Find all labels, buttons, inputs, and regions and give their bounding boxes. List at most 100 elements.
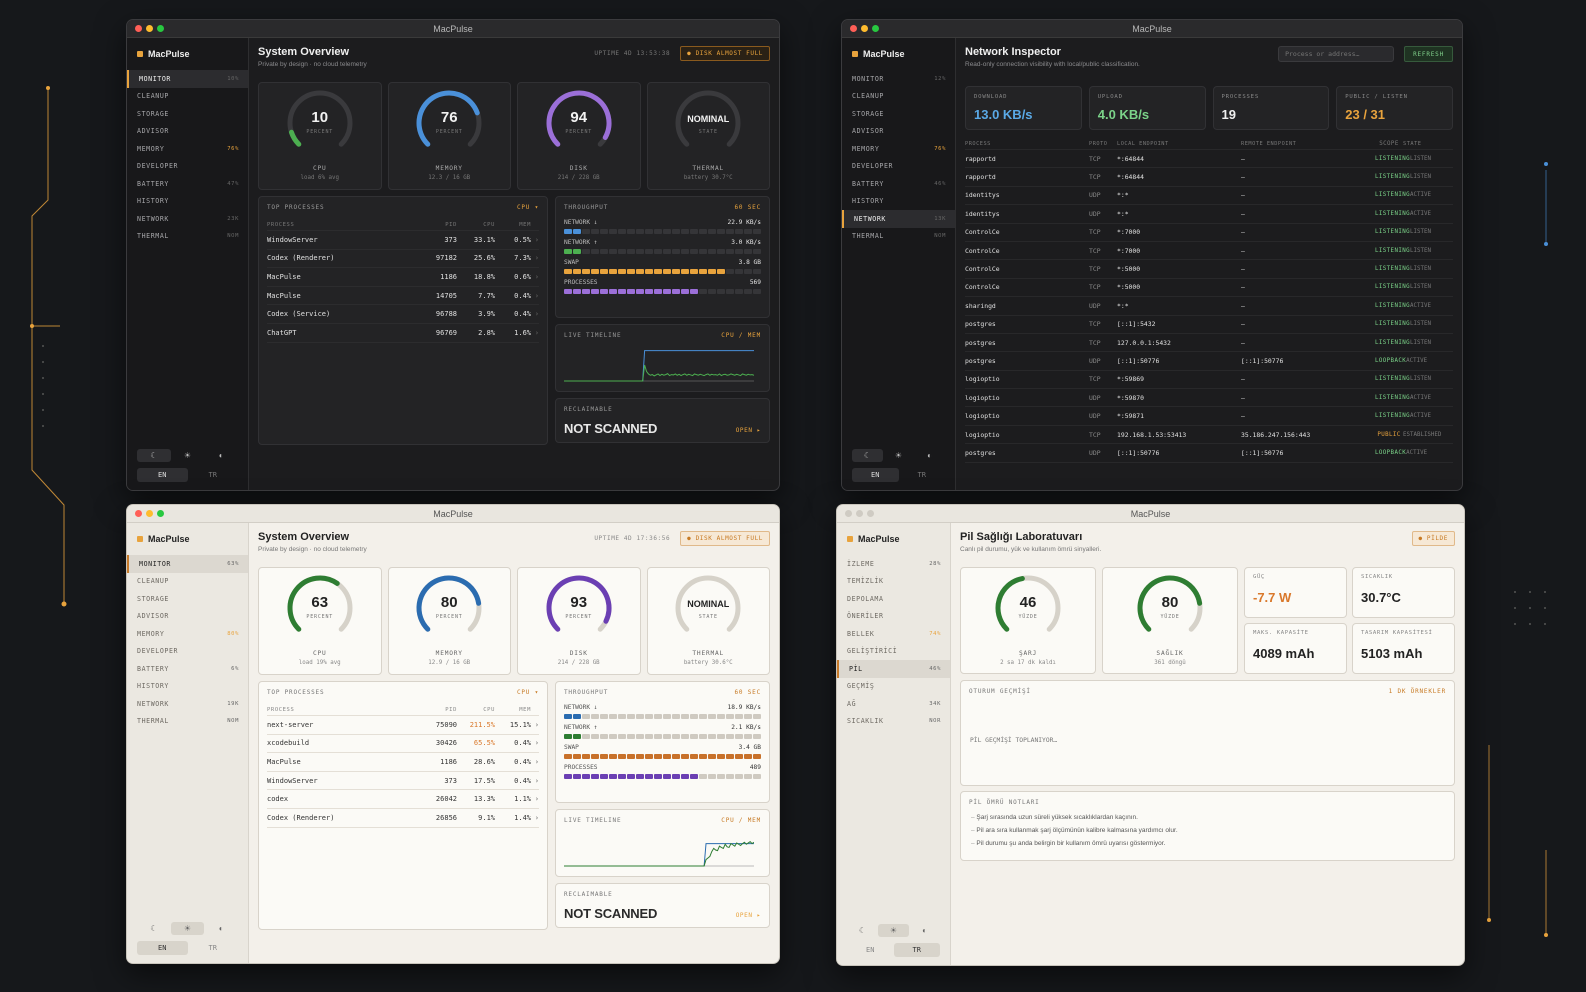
sidebar-item-0[interactable]: İZLEME 28% (837, 555, 950, 573)
table-row[interactable]: logioptio TCP *:59869 — LISTENING LISTEN (965, 371, 1453, 390)
contrast-icon[interactable]: ◐ (927, 451, 932, 460)
lang-tr-button[interactable]: TR (917, 471, 926, 479)
table-row[interactable]: postgres UDP [::1]:50776 [::1]:50776 LOO… (965, 444, 1453, 463)
table-row[interactable]: postgres UDP [::1]:50776 [::1]:50776 LOO… (965, 352, 1453, 371)
contrast-icon[interactable]: ◐ (218, 451, 224, 460)
sidebar-item-6[interactable]: BATTERY 46% (842, 175, 955, 193)
sidebar-item-2[interactable]: DEPOLAMA (837, 590, 950, 608)
reclaimable-card[interactable]: RECLAIMABLE NOT SCANNED OPEN ▸ (555, 883, 770, 928)
table-row[interactable]: MacPulse 14705 7.7% 0.4% › (267, 287, 539, 306)
sidebar-item-1[interactable]: TEMİZLİK (837, 573, 950, 591)
lang-en-button[interactable]: EN (137, 941, 188, 955)
search-input[interactable] (1278, 46, 1395, 62)
sidebar-item-0[interactable]: MONITOR 63% (127, 555, 248, 573)
table-row[interactable]: ControlCe TCP *:7000 — LISTENING LISTEN (965, 242, 1453, 261)
sidebar-item-7[interactable]: HISTORY (842, 193, 955, 211)
sidebar-item-1[interactable]: CLEANUP (127, 573, 248, 591)
sidebar-item-8[interactable]: NETWORK 19K (127, 695, 248, 713)
table-row[interactable]: MacPulse 1186 18.8% 0.6% › (267, 268, 539, 287)
sidebar-item-1[interactable]: CLEANUP (127, 88, 248, 106)
sidebar-item-9[interactable]: SICAKLIK NOR (837, 713, 950, 731)
sidebar-item-3[interactable]: ADVISOR (127, 123, 248, 141)
table-row[interactable]: logioptio TCP 192.168.1.53:53413 35.186.… (965, 426, 1453, 445)
sidebar-item-9[interactable]: THERMAL NOM (127, 713, 248, 731)
table-row[interactable]: sharingd UDP *:* — LISTENING ACTIVE (965, 297, 1453, 316)
table-row[interactable]: WindowServer 373 17.5% 0.4% › (267, 772, 539, 791)
lang-tr-button[interactable]: TR (208, 944, 217, 952)
minimize-icon[interactable] (146, 25, 153, 32)
lang-tr-button[interactable]: TR (208, 471, 217, 479)
zoom-icon[interactable] (157, 510, 164, 517)
sort-dropdown[interactable]: CPU ▾ (516, 204, 539, 211)
disk-alert-badge[interactable]: ● DISK ALMOST FULL (680, 531, 770, 546)
open-button[interactable]: OPEN ▸ (735, 427, 761, 434)
table-row[interactable]: rapportd TCP *:64844 — LISTENING LISTEN (965, 150, 1453, 169)
table-row[interactable]: ControlCe TCP *:5000 — LISTENING LISTEN (965, 260, 1453, 279)
sidebar-item-2[interactable]: STORAGE (127, 105, 248, 123)
refresh-button[interactable]: REFRESH (1404, 46, 1453, 62)
sidebar-item-2[interactable]: STORAGE (842, 105, 955, 123)
lang-tr-button[interactable]: TR (893, 943, 940, 957)
lang-en-button[interactable]: EN (866, 946, 875, 954)
sidebar-item-4[interactable]: BELLEK 74% (837, 625, 950, 643)
table-row[interactable]: rapportd TCP *:64844 — LISTENING LISTEN (965, 168, 1453, 187)
table-row[interactable]: Codex (Service) 96788 3.9% 0.4% › (267, 305, 539, 324)
sidebar-item-4[interactable]: MEMORY 76% (127, 140, 248, 158)
sidebar-item-3[interactable]: ÖNERİLER (837, 608, 950, 626)
sort-dropdown[interactable]: CPU ▾ (516, 689, 539, 696)
sidebar-item-5[interactable]: DEVELOPER (127, 158, 248, 176)
sidebar-item-1[interactable]: CLEANUP (842, 88, 955, 106)
thermal-gauge-card[interactable]: NOMINAL STATE THERMAL battery 30.6°C (646, 567, 770, 675)
sidebar-item-8[interactable]: AĞ 34K (837, 695, 950, 713)
cpu-gauge-card[interactable]: 10 PERCENT CPU load 6% avg (258, 82, 382, 190)
thermal-gauge-card[interactable]: NOMINAL STATE THERMAL battery 30.7°C (646, 82, 770, 190)
sidebar-item-6[interactable]: BATTERY 6% (127, 660, 248, 678)
table-row[interactable]: ChatGPT 96769 2.8% 1.6% › (267, 324, 539, 343)
sidebar-item-4[interactable]: MEMORY 76% (842, 140, 955, 158)
close-icon[interactable] (135, 25, 142, 32)
sidebar-item-7[interactable]: GEÇMİŞ (837, 678, 950, 696)
sun-icon[interactable]: ☀ (170, 922, 205, 935)
zoom-icon[interactable] (867, 510, 874, 517)
sidebar-item-9[interactable]: THERMAL NOM (127, 228, 248, 246)
table-row[interactable]: postgres TCP [::1]:5432 — LISTENING LIST… (965, 316, 1453, 334)
moon-icon[interactable]: ☾ (858, 926, 867, 935)
minimize-icon[interactable] (861, 25, 868, 32)
lang-en-button[interactable]: EN (852, 468, 899, 482)
sidebar-item-7[interactable]: HISTORY (127, 193, 248, 211)
sun-icon[interactable]: ☀ (894, 451, 903, 460)
reclaimable-card[interactable]: RECLAIMABLE NOT SCANNED OPEN ▸ (555, 398, 770, 443)
contrast-icon[interactable]: ◐ (922, 926, 927, 935)
moon-icon[interactable]: ☾ (137, 449, 171, 462)
table-row[interactable]: logioptio UDP *:59870 — LISTENING ACTIVE (965, 389, 1453, 408)
sidebar-item-7[interactable]: HISTORY (127, 678, 248, 696)
sidebar-item-5[interactable]: GELİŞTİRİCİ (837, 643, 950, 661)
memory-gauge-card[interactable]: 76 PERCENT MEMORY 12.3 / 16 GB (387, 82, 511, 190)
sidebar-item-0[interactable]: MONITOR 10% (127, 70, 248, 88)
sidebar-item-6[interactable]: BATTERY 47% (127, 175, 248, 193)
zoom-icon[interactable] (157, 25, 164, 32)
moon-icon[interactable]: ☾ (852, 449, 883, 462)
memory-gauge-card[interactable]: 80 PERCENT MEMORY 12.9 / 16 GB (387, 567, 511, 675)
sidebar-item-3[interactable]: ADVISOR (127, 608, 248, 626)
sidebar-item-5[interactable]: DEVELOPER (842, 158, 955, 176)
sidebar-item-5[interactable]: DEVELOPER (127, 643, 248, 661)
cpu-gauge-card[interactable]: 63 PERCENT CPU load 19% avg (258, 567, 382, 675)
table-row[interactable]: ControlCe TCP *:5000 — LISTENING LISTEN (965, 279, 1453, 298)
table-row[interactable]: logioptio UDP *:59871 — LISTENING ACTIVE (965, 407, 1453, 426)
close-icon[interactable] (845, 510, 852, 517)
sidebar-item-2[interactable]: STORAGE (127, 590, 248, 608)
table-row[interactable]: next-server 75090 211.5% 15.1% › (267, 716, 539, 735)
close-icon[interactable] (135, 510, 142, 517)
open-button[interactable]: OPEN ▸ (735, 912, 761, 919)
contrast-icon[interactable]: ◐ (218, 924, 224, 933)
table-row[interactable]: Codex (Renderer) 97182 25.6% 7.3% › (267, 250, 539, 269)
sidebar-item-8[interactable]: NETWORK 23K (127, 210, 248, 228)
table-row[interactable]: ControlCe TCP *:7000 — LISTENING LISTEN (965, 224, 1453, 242)
table-row[interactable]: postgres TCP 127.0.0.1:5432 — LISTENING … (965, 334, 1453, 353)
sidebar-item-0[interactable]: MONITOR 12% (842, 70, 955, 88)
sun-icon[interactable]: ☀ (878, 924, 909, 937)
table-row[interactable]: xcodebuild 30426 65.5% 0.4% › (267, 735, 539, 754)
table-row[interactable]: Codex (Renderer) 26856 9.1% 1.4% › (267, 809, 539, 828)
sidebar-item-4[interactable]: MEMORY 80% (127, 625, 248, 643)
